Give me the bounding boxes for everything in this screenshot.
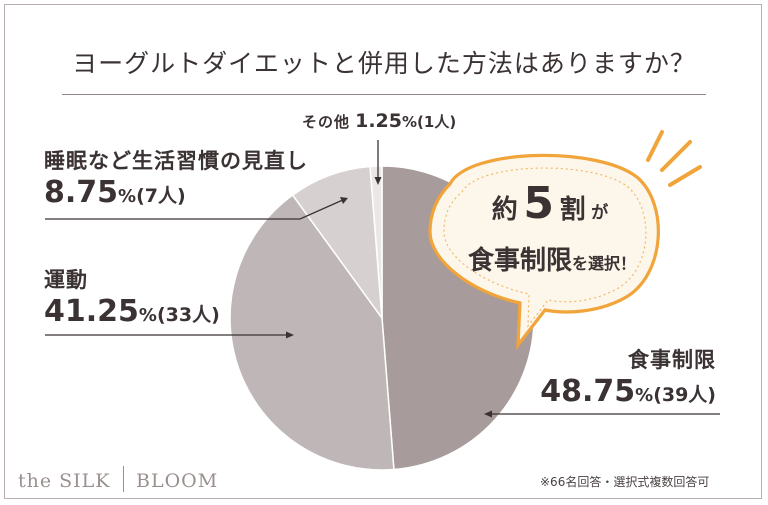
callout-bubble [428, 153, 660, 351]
leader-line-suimin [45, 198, 346, 220]
arrowhead-sonota [374, 177, 382, 185]
callout-ga: が [591, 203, 609, 223]
footnote: ※66名回答・選択式複数回答可 [540, 475, 710, 489]
callout-line-1: 約 5 割 が [450, 178, 650, 229]
arrowhead-shokuji [484, 410, 492, 418]
pie-slice-undo [229, 193, 395, 471]
label-sonota-value: 1.25 [355, 110, 402, 132]
label-sonota-count: (1人) [417, 113, 457, 131]
arrowhead-undo [286, 331, 294, 339]
brand-separator [122, 466, 124, 492]
label-suimin-percent: % [118, 186, 137, 207]
arrowhead-suimin [340, 197, 348, 204]
emphasis-mark-1 [646, 130, 664, 162]
label-suimin-count: (7人) [136, 185, 186, 207]
callout-line-2: 食事制限を選択！ [452, 240, 652, 277]
label-undo-category: 運動 [44, 268, 88, 292]
chart-title: ヨーグルトダイエットと併用した方法はありますか？ [72, 49, 696, 78]
emphasis-mark-3 [668, 165, 702, 187]
leader-arrowheads [286, 177, 492, 418]
callout-bubble-shape [428, 153, 660, 351]
pie-slice-suimin [291, 165, 383, 321]
label-undo: 運動 41.25%(33人) [44, 264, 220, 329]
label-shokuji-percent: % [635, 385, 654, 406]
emphasis-marks [646, 130, 702, 187]
label-undo-count: (33人) [156, 304, 220, 326]
label-undo-value: 41.25 [44, 294, 139, 329]
label-suimin-category: 睡眠など生活習慣の見直し [44, 149, 308, 173]
callout-number: 5 [523, 178, 555, 229]
emphasis-mark-2 [660, 140, 692, 172]
brand-left: the SILK [18, 470, 111, 492]
label-undo-percent: % [138, 305, 157, 326]
label-shokuji: 食事制限 48.75%(39人) [540, 344, 716, 409]
brand-right: BLOOM [136, 470, 219, 492]
leader-lines [45, 140, 720, 415]
pie-slice-sonota [369, 165, 383, 319]
callout-wari: 割 [559, 195, 586, 225]
label-shokuji-value: 48.75 [540, 374, 636, 409]
callout-yaku: 約 [491, 195, 518, 225]
label-suimin-value: 8.75 [44, 175, 119, 210]
label-suimin: 睡眠など生活習慣の見直し 8.75%(7人) [44, 145, 308, 210]
callout-main: 食事制限 [467, 246, 572, 276]
title-divider [62, 94, 706, 95]
label-shokuji-category: 食事制限 [628, 348, 716, 372]
label-sonota: その他 1.25%(1人) [302, 110, 456, 132]
label-sonota-category: その他 [302, 113, 351, 131]
brand-logo: the SILK BLOOM [18, 466, 219, 492]
label-shokuji-count: (39人) [653, 384, 716, 406]
label-sonota-percent: % [402, 113, 418, 131]
callout-suffix: を選択！ [572, 254, 637, 273]
